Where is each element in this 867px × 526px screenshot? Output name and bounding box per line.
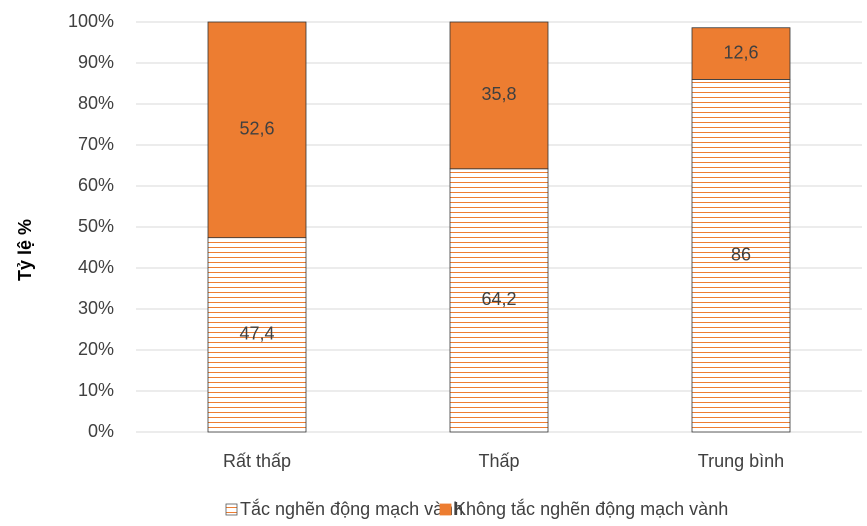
x-tick-label: Thấp — [478, 451, 519, 471]
y-tick-label: 20% — [78, 339, 114, 359]
y-tick-label: 100% — [68, 11, 114, 31]
data-label: 47,4 — [239, 324, 274, 344]
x-tick-label: Rất thấp — [223, 451, 291, 471]
bar-segment — [691, 27, 791, 80]
y-tick-label: 90% — [78, 52, 114, 72]
y-tick-label: 40% — [78, 257, 114, 277]
legend-label: Không tắc nghẽn động mạch vành — [454, 498, 728, 519]
data-label: 64,2 — [481, 289, 516, 309]
bar-segment — [691, 79, 791, 433]
data-label: 86 — [731, 244, 751, 264]
y-tick-label: 70% — [78, 134, 114, 154]
y-tick-label: 60% — [78, 175, 114, 195]
y-tick-label: 10% — [78, 380, 114, 400]
x-tick-label: Trung bình — [698, 451, 784, 471]
data-label: 35,8 — [481, 84, 516, 104]
legend-marker — [225, 503, 238, 516]
bar-segment — [207, 237, 307, 433]
bar-segment — [449, 168, 549, 433]
legend-marker — [439, 503, 452, 516]
data-label: 12,6 — [723, 42, 758, 62]
legend-label: Tắc nghẽn động mạch vành — [240, 498, 463, 519]
bar-segment — [207, 21, 307, 239]
data-label: 52,6 — [239, 119, 274, 139]
bar-segment — [449, 21, 549, 170]
y-tick-label: 30% — [78, 298, 114, 318]
y-tick-label: 50% — [78, 216, 114, 236]
y-axis-label: Tỷ lệ % — [15, 219, 35, 281]
y-tick-label: 80% — [78, 93, 114, 113]
y-tick-label: 0% — [88, 421, 114, 441]
